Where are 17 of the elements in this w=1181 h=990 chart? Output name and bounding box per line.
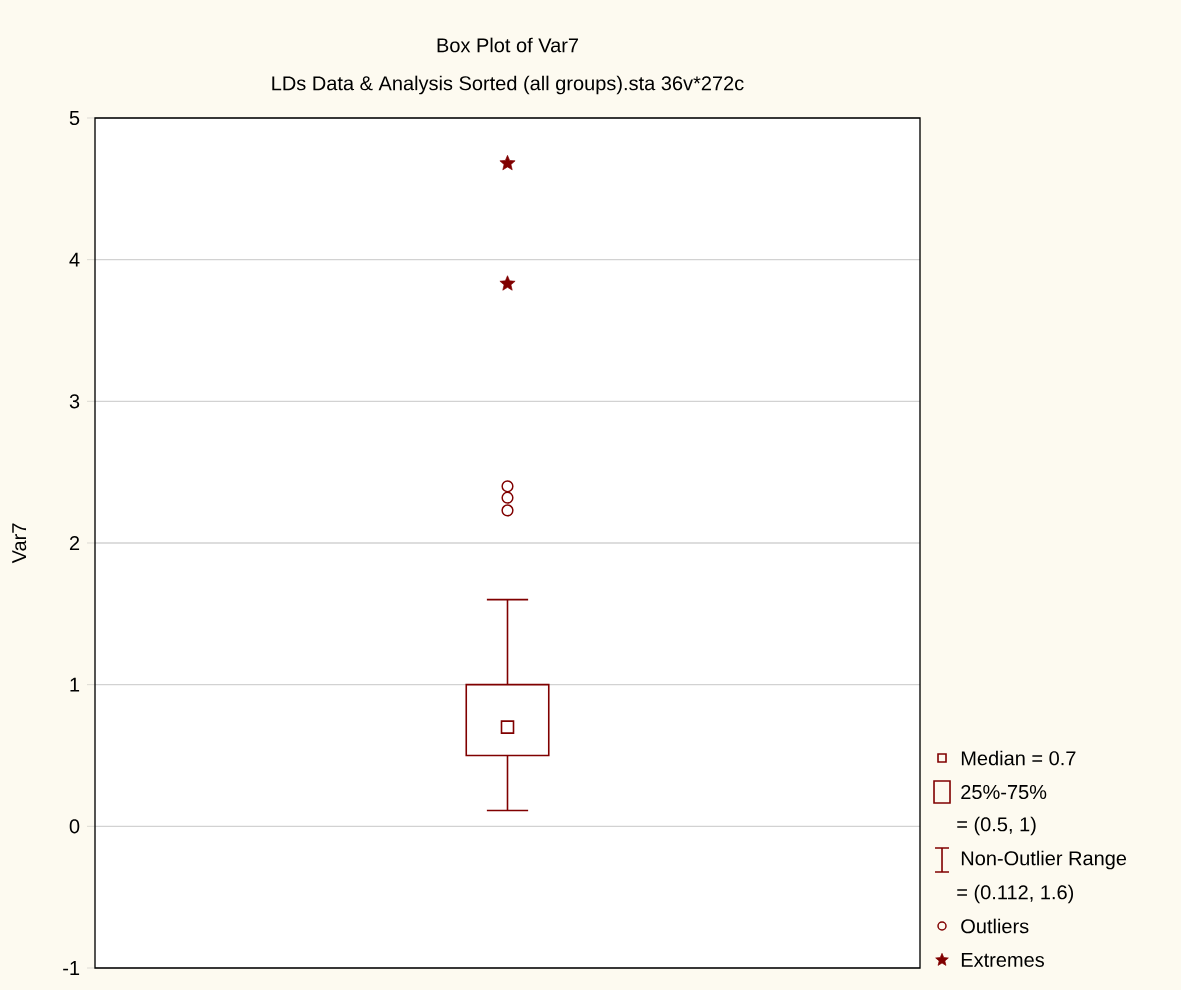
y-tick-label: 1 [70, 677, 80, 692]
text: Non-Outlier Range [961, 850, 1127, 870]
chart-title: Box Plot of Var7 [437, 37, 579, 53]
text: Median = 0.7 [961, 750, 1076, 766]
text: = (0.5, 1) [957, 816, 1036, 836]
y-axis-title: Var7 [12, 523, 27, 564]
legend-label: Extremes [961, 953, 1044, 967]
y-tick-label: 4 [69, 252, 80, 267]
y-tick-label: -1 [63, 961, 80, 975]
text: = (0.112, 1.6) [957, 884, 1074, 904]
text: Outliers [961, 918, 1029, 934]
y-tick-label: 5 [69, 111, 80, 125]
text: 25%-75% [961, 784, 1047, 800]
chart-subtitle: LDs Data & Analysis Sorted (all groups).sta 36v*272c [272, 75, 744, 95]
y-tick-label: 2 [69, 536, 80, 550]
y-tick-label: 0 [69, 819, 80, 834]
y-tick-label: 3 [69, 394, 80, 409]
